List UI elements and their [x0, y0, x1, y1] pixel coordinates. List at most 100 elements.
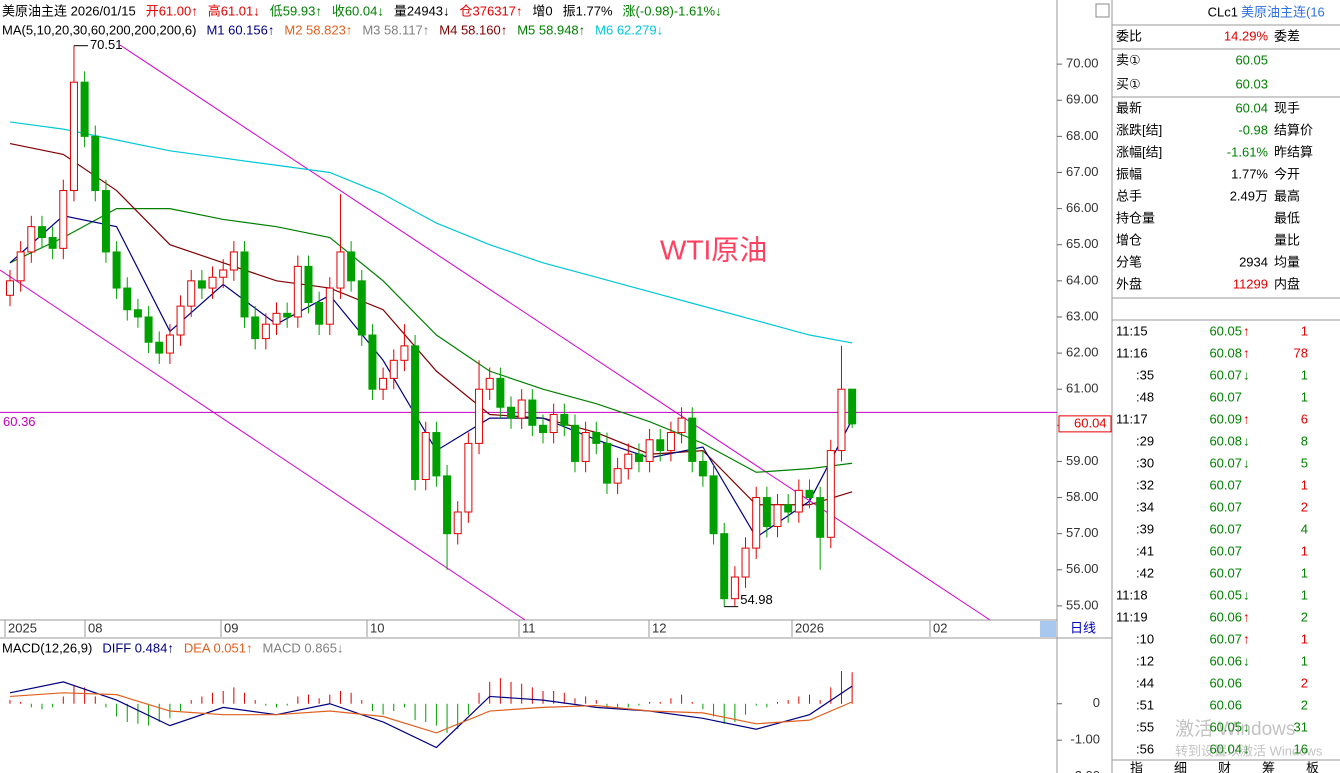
- candle-body: [741, 547, 750, 578]
- tick-price: 60.05: [1209, 587, 1242, 602]
- y-tick-label: -2.00: [1070, 768, 1100, 773]
- quote-right: 委差: [1274, 28, 1300, 43]
- panel-tab[interactable]: 筹: [1262, 760, 1275, 773]
- tick-volume: 2: [1301, 499, 1308, 514]
- candle-body: [645, 439, 654, 462]
- y-tick-label: 63.00: [1066, 308, 1099, 323]
- ma-line: [9, 121, 853, 344]
- period-label[interactable]: 日线: [1070, 620, 1096, 635]
- y-tick-label: 68.00: [1066, 128, 1099, 143]
- tick-price: 60.07: [1209, 477, 1242, 492]
- quote-value: 1.77%: [1231, 166, 1268, 181]
- tick-price: 60.08: [1209, 433, 1242, 448]
- tick-arrow: ↓: [1243, 719, 1250, 734]
- candle-body: [261, 323, 270, 340]
- tick-volume: 1: [1301, 477, 1308, 492]
- quote-value: 2934: [1239, 254, 1268, 269]
- tick-price: 60.06: [1209, 653, 1242, 668]
- candle-body: [656, 439, 665, 452]
- candle-body: [229, 251, 238, 271]
- watermark: 激活 Windows: [1175, 718, 1295, 740]
- header-item: 量24943↓: [394, 3, 450, 18]
- tick-time: 11:19: [1116, 609, 1148, 624]
- tick-volume: 1: [1301, 587, 1308, 602]
- header-item: 收60.04↓: [332, 3, 384, 18]
- tick-volume: 2: [1301, 675, 1308, 690]
- tick-price: 60.07: [1209, 631, 1242, 646]
- header-item: 美原油主连 2026/01/15: [2, 3, 136, 18]
- tick-price: 60.07: [1209, 455, 1242, 470]
- candle-body: [677, 417, 686, 434]
- quote-label: 振幅: [1116, 166, 1142, 181]
- tick-volume: 78: [1294, 345, 1308, 360]
- y-tick-label: 67.00: [1066, 164, 1099, 179]
- candle-body: [91, 135, 100, 192]
- candle-body: [730, 576, 739, 600]
- panel-tab[interactable]: 指: [1130, 760, 1143, 773]
- scroll-button[interactable]: [1040, 621, 1056, 637]
- quote-right: 结算价: [1274, 122, 1313, 137]
- candle-body: [570, 424, 579, 462]
- candle-body: [283, 312, 292, 318]
- ma-legend-item: MA(5,10,20,30,60,200,200,200,6): [2, 22, 196, 37]
- tick-price: 60.07: [1209, 389, 1242, 404]
- tick-arrow: ↓: [1243, 433, 1250, 448]
- tick-price: 60.06: [1209, 609, 1242, 624]
- quote-label: 总手: [1116, 188, 1142, 203]
- y-tick-label: 59.00: [1066, 453, 1099, 468]
- candle-body: [592, 432, 601, 444]
- quote-right: 均量: [1274, 254, 1300, 269]
- candle-body: [762, 497, 771, 527]
- candle-body: [400, 345, 409, 361]
- candle-body: [240, 251, 249, 318]
- quote-right: 昨结算: [1274, 144, 1313, 159]
- last-price-box: [1058, 415, 1112, 433]
- candle-body: [624, 453, 633, 470]
- candle-body: [549, 413, 558, 434]
- quote-right: 内盘: [1274, 276, 1300, 291]
- tick-time: :30: [1136, 455, 1154, 470]
- macd-legend-item: MACD(12,26,9): [2, 640, 92, 655]
- candle-body: [27, 226, 36, 253]
- candle-body: [357, 280, 366, 336]
- ma-legend-item: M5 58.948↑: [517, 22, 585, 37]
- tick-price: 60.06: [1209, 697, 1242, 712]
- tick-time: :55: [1136, 719, 1154, 734]
- candle-body: [101, 190, 110, 253]
- low-annotation: 54.98: [740, 592, 773, 607]
- y-tick-label: 58.00: [1066, 489, 1099, 504]
- tick-time: :44: [1136, 675, 1154, 690]
- candle-body: [485, 377, 494, 390]
- panel-title: CLc1: [1208, 4, 1238, 19]
- date-label: 2025: [8, 620, 37, 635]
- candle-body: [336, 251, 345, 289]
- candle-body: [528, 399, 537, 426]
- y-tick-label: 69.00: [1066, 92, 1099, 107]
- y-tick-label: 0: [1093, 695, 1100, 710]
- quote-right: 最低: [1274, 210, 1300, 225]
- tick-time: :35: [1136, 367, 1154, 382]
- macd-legend-item: DIFF 0.484↑: [102, 640, 174, 655]
- candle-body: [496, 377, 505, 408]
- tick-volume: 1: [1301, 565, 1308, 580]
- panel-tab[interactable]: 细: [1174, 760, 1187, 773]
- tick-time: :48: [1136, 389, 1154, 404]
- tick-arrow: ↓: [1243, 653, 1250, 668]
- candle-body: [794, 489, 803, 513]
- tick-time: :32: [1136, 477, 1154, 492]
- window-icon[interactable]: [1095, 3, 1110, 18]
- header-item: 仓376317↑: [460, 3, 523, 18]
- tick-time: :10: [1136, 631, 1154, 646]
- panel-tab[interactable]: 板: [1306, 760, 1319, 773]
- candle-body: [453, 511, 462, 535]
- quote-label: 委比: [1116, 28, 1142, 43]
- tick-time: :12: [1136, 653, 1154, 668]
- last-price-label: 60.04: [1074, 415, 1107, 430]
- panel-tab[interactable]: 财: [1218, 760, 1231, 773]
- tick-volume: 4: [1301, 521, 1308, 536]
- candle-body: [6, 280, 14, 296]
- y-tick-label: 64.00: [1066, 272, 1099, 287]
- date-label: 09: [224, 620, 238, 635]
